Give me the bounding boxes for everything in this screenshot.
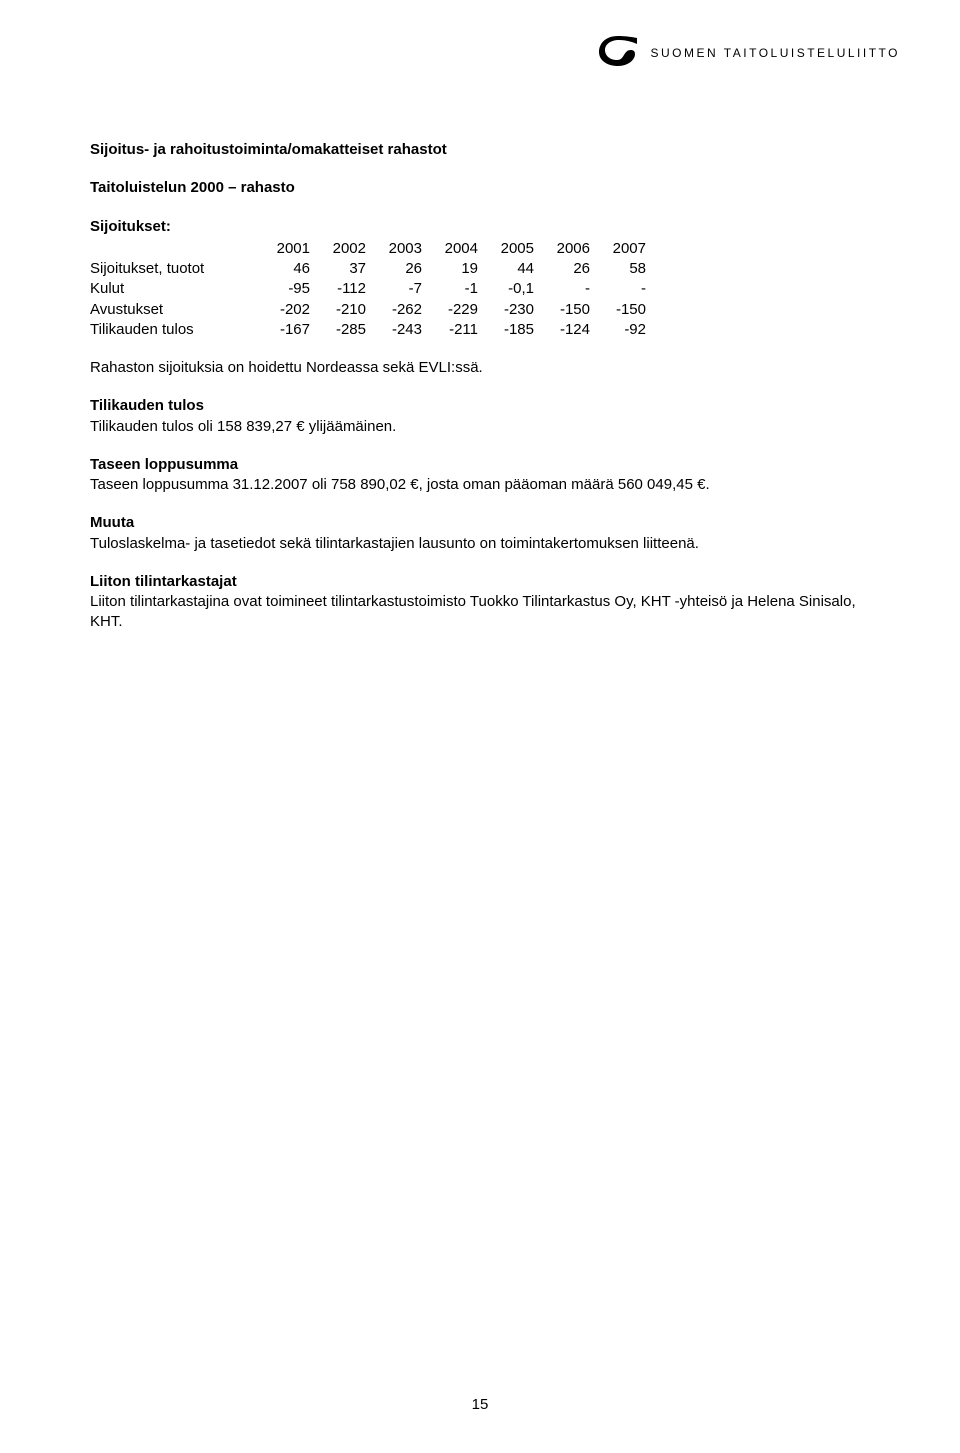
- table-cell: -285: [316, 320, 372, 340]
- table-cell: -: [596, 279, 652, 299]
- table-row: Sijoitukset, tuotot 46 37 26 19 44 26 58: [90, 259, 652, 279]
- table-cell: [90, 239, 260, 259]
- table-cell: 2006: [540, 239, 596, 259]
- muuta-text: Tuloslaskelma- ja tasetiedot sekä tilint…: [90, 534, 870, 554]
- table-cell: 2001: [260, 239, 316, 259]
- taseen-text: Taseen loppusumma 31.12.2007 oli 758 890…: [90, 475, 870, 495]
- table-cell: -95: [260, 279, 316, 299]
- muuta-heading: Muuta: [90, 513, 870, 533]
- table-row: Kulut -95 -112 -7 -1 -0,1 - -: [90, 279, 652, 299]
- page: SUOMEN TAITOLUISTELULIITTO Sijoitus- ja …: [0, 0, 960, 1453]
- table-row: Avustukset -202 -210 -262 -229 -230 -150…: [90, 300, 652, 320]
- table-cell: 26: [540, 259, 596, 279]
- table-cell: -185: [484, 320, 540, 340]
- table-cell: 44: [484, 259, 540, 279]
- table-cell: Sijoitukset, tuotot: [90, 259, 260, 279]
- table-cell: 2007: [596, 239, 652, 259]
- table-cell: Tilikauden tulos: [90, 320, 260, 340]
- table-cell: -124: [540, 320, 596, 340]
- fund-name: Taitoluistelun 2000 – rahasto: [90, 178, 870, 198]
- liiton-heading: Liiton tilintarkastajat: [90, 572, 870, 592]
- table-cell: -202: [260, 300, 316, 320]
- swirl-icon: [595, 30, 641, 75]
- table-cell: -1: [428, 279, 484, 299]
- org-logo-block: SUOMEN TAITOLUISTELULIITTO: [595, 30, 900, 75]
- document-body: Sijoitus- ja rahoitustoiminta/omakatteis…: [90, 140, 870, 633]
- table-cell: -150: [540, 300, 596, 320]
- rahaston-text: Rahaston sijoituksia on hoidettu Nordeas…: [90, 358, 870, 378]
- liiton-text: Liiton tilintarkastajina ovat toimineet …: [90, 592, 870, 633]
- taseen-heading: Taseen loppusumma: [90, 455, 870, 475]
- table-cell: -92: [596, 320, 652, 340]
- table-cell: -7: [372, 279, 428, 299]
- tilikauden-heading: Tilikauden tulos: [90, 396, 870, 416]
- table-cell: -0,1: [484, 279, 540, 299]
- table-cell: 2004: [428, 239, 484, 259]
- table-cell: -211: [428, 320, 484, 340]
- org-name: SUOMEN TAITOLUISTELULIITTO: [651, 46, 900, 60]
- table-cell: 58: [596, 259, 652, 279]
- investments-table: 2001 2002 2003 2004 2005 2006 2007 Sijoi…: [90, 239, 652, 340]
- table-header-row: 2001 2002 2003 2004 2005 2006 2007: [90, 239, 652, 259]
- page-number: 15: [0, 1396, 960, 1413]
- table-cell: -167: [260, 320, 316, 340]
- table-cell: Kulut: [90, 279, 260, 299]
- table-cell: -262: [372, 300, 428, 320]
- table-cell: -112: [316, 279, 372, 299]
- table-cell: Avustukset: [90, 300, 260, 320]
- table-cell: -243: [372, 320, 428, 340]
- table-cell: -150: [596, 300, 652, 320]
- table-cell: 2002: [316, 239, 372, 259]
- table-row: Tilikauden tulos -167 -285 -243 -211 -18…: [90, 320, 652, 340]
- table-cell: -210: [316, 300, 372, 320]
- table-cell: 2005: [484, 239, 540, 259]
- table-cell: 46: [260, 259, 316, 279]
- table-cell: 2003: [372, 239, 428, 259]
- table-cell: -: [540, 279, 596, 299]
- table-cell: -229: [428, 300, 484, 320]
- investments-heading: Sijoitukset:: [90, 217, 870, 237]
- doc-title: Sijoitus- ja rahoitustoiminta/omakatteis…: [90, 140, 870, 160]
- table-cell: 37: [316, 259, 372, 279]
- table-cell: 26: [372, 259, 428, 279]
- table-cell: 19: [428, 259, 484, 279]
- tilikauden-text: Tilikauden tulos oli 158 839,27 € ylijää…: [90, 417, 870, 437]
- table-cell: -230: [484, 300, 540, 320]
